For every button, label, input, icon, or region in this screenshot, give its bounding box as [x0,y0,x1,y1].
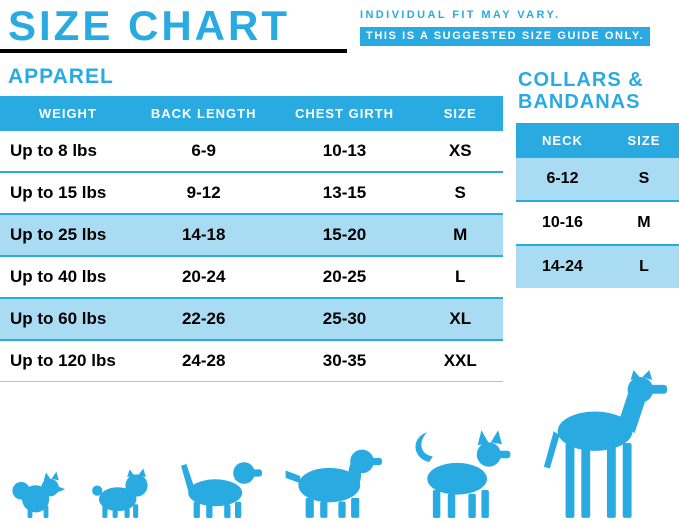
cell-size: XXL [443,351,477,370]
table-row: 6-12 S [516,157,679,201]
table-row: Up to 8 lbs 6-9 10-13 XS [0,131,503,172]
table-row: Up to 120 lbs 24-28 30-35 XXL [0,340,503,382]
collars-title: COLLARS & BANDANAS [518,69,644,114]
cell-neck: 10-16 [541,213,583,231]
cell-weight: Up to 60 lbs [10,309,107,328]
title-underline: SIZE CHART [0,0,347,53]
table-row: Up to 60 lbs 22-26 25-30 XL [0,298,503,340]
fit-disclaimer-text: INDIVIDUAL FIT MAY VARY. [360,9,561,21]
cell-size: XS [448,141,472,160]
pomeranian-silhouette-icon [12,471,66,518]
cell-back-length: 6-9 [191,141,216,160]
dog-size-illustration-row [0,370,679,518]
cell-weight: Up to 40 lbs [10,267,107,286]
column-header-back-length: BACK LENGTH [135,96,272,131]
column-header-neck: NECK [516,122,609,158]
cell-chest-girth: 20-25 [322,267,367,286]
column-header-size: SIZE [608,122,679,158]
cell-weight: Up to 25 lbs [10,225,107,244]
cell-chest-girth: 15-20 [322,225,367,244]
cell-neck: 14-24 [541,257,583,275]
cell-back-length: 14-18 [181,225,226,244]
apparel-title: APPAREL [8,65,114,88]
column-header-weight: WEIGHT [0,96,136,131]
cell-back-length: 22-26 [181,309,226,328]
table-row: Up to 40 lbs 20-24 20-25 L [0,256,503,298]
disclaimer-block: INDIVIDUAL FIT MAY VARY. THIS IS A SUGGE… [347,0,651,46]
cell-back-length: 20-24 [181,267,226,286]
pug-silhouette-icon [91,468,148,518]
cell-chest-girth: 30-35 [322,351,367,370]
cell-chest-girth: 10-13 [322,141,367,160]
main-content: APPAREL WEIGHT BACK LENGTH CHEST GIRTH S… [0,53,679,382]
cell-size: XL [449,309,472,328]
cell-back-length: 24-28 [181,351,226,370]
husky-silhouette-icon [415,430,511,518]
collars-size-table: NECK SIZE 6-12 S 10-16 M 14-24 L [516,122,679,288]
cell-chest-girth: 25-30 [322,309,367,328]
cell-size: L [639,257,649,275]
great-dane-silhouette-icon [543,370,668,518]
apparel-section: APPAREL WEIGHT BACK LENGTH CHEST GIRTH S… [0,53,503,382]
cell-neck: 6-12 [546,169,579,187]
table-row: 10-16 M [516,201,679,245]
column-header-size: SIZE [417,96,503,131]
cell-size: S [454,183,466,202]
cell-weight: Up to 120 lbs [10,351,116,370]
apparel-header-row: WEIGHT BACK LENGTH CHEST GIRTH SIZE [0,96,503,131]
cell-size: S [638,169,650,187]
spaniel-silhouette-icon [286,449,383,518]
cell-size: M [453,225,468,244]
terrier-silhouette-icon [180,462,262,518]
column-header-chest-girth: CHEST GIRTH [271,96,418,131]
cell-chest-girth: 13-15 [322,183,367,202]
table-row: 14-24 L [516,244,679,288]
cell-back-length: 9-12 [186,183,221,202]
cell-weight: Up to 8 lbs [10,141,97,160]
cell-size: L [455,267,466,286]
table-row: Up to 25 lbs 14-18 15-20 M [0,214,503,256]
header: SIZE CHART INDIVIDUAL FIT MAY VARY. THIS… [0,0,679,53]
size-guide-note-badge: THIS IS A SUGGESTED SIZE GUIDE ONLY. [360,27,651,46]
collars-header-row: NECK SIZE [516,122,679,158]
cell-size: M [637,213,651,231]
cell-weight: Up to 15 lbs [10,183,107,202]
table-row: Up to 15 lbs 9-12 13-15 S [0,172,503,214]
page-title: SIZE CHART [8,2,290,49]
collars-section: COLLARS & BANDANAS NECK SIZE 6-12 S 10-1… [516,53,679,288]
apparel-size-table: WEIGHT BACK LENGTH CHEST GIRTH SIZE Up t… [0,96,503,382]
